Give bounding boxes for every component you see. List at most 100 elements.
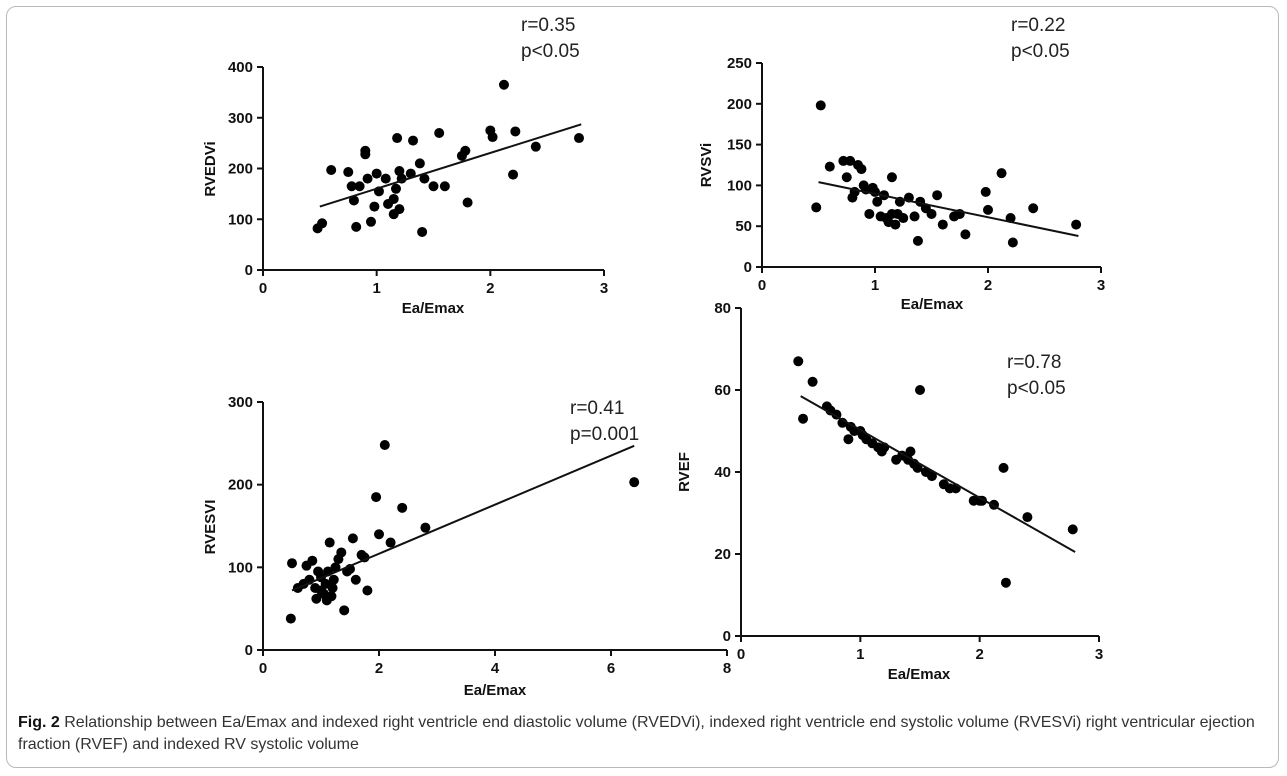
data-point bbox=[307, 555, 318, 566]
data-point bbox=[487, 132, 498, 143]
data-point bbox=[530, 141, 541, 152]
data-point bbox=[330, 562, 341, 573]
data-point bbox=[339, 605, 350, 616]
data-point bbox=[434, 127, 445, 138]
data-point bbox=[394, 204, 405, 215]
data-points bbox=[312, 79, 584, 237]
data-point bbox=[369, 201, 380, 212]
data-point bbox=[360, 145, 371, 156]
data-point bbox=[1067, 524, 1078, 535]
y-tick-label: 100 bbox=[228, 211, 253, 228]
x-tick-label: 1 bbox=[871, 277, 879, 294]
data-points bbox=[793, 356, 1078, 588]
y-axis-label: RVESVI bbox=[202, 500, 219, 555]
data-point bbox=[405, 168, 416, 179]
data-point bbox=[1007, 237, 1018, 248]
x-tick-label: 0 bbox=[259, 660, 267, 677]
y-tick-label: 300 bbox=[228, 394, 253, 411]
x-tick-label: 3 bbox=[600, 280, 608, 297]
figure-caption: Fig. 2 Relationship between Ea/Emax and … bbox=[18, 712, 1268, 756]
y-tick-label: 100 bbox=[727, 177, 752, 194]
data-point bbox=[439, 181, 450, 192]
figure-frame: r=0.35 p<0.05 Ea/Emax RVEDVi 0 1 2 3 0 100 200… bbox=[6, 6, 1279, 768]
data-point bbox=[392, 133, 403, 144]
y-tick-label: 300 bbox=[228, 110, 253, 127]
y-tick-label: 250 bbox=[727, 55, 752, 72]
y-tick-label: 150 bbox=[727, 137, 752, 154]
y-tick-label: 400 bbox=[228, 59, 253, 76]
data-point bbox=[311, 593, 322, 604]
y-tick-label: 0 bbox=[723, 628, 731, 645]
data-point bbox=[905, 446, 916, 457]
y-axis-label: RVEF bbox=[676, 452, 693, 492]
data-point bbox=[912, 462, 923, 473]
stat-p: p=0.001 bbox=[570, 424, 639, 445]
data-point bbox=[909, 211, 920, 222]
y-tick-label: 100 bbox=[228, 559, 253, 576]
data-point bbox=[390, 183, 401, 194]
data-point bbox=[287, 558, 297, 569]
regression-line bbox=[319, 123, 582, 208]
data-point bbox=[362, 173, 373, 184]
y-tick-label: 200 bbox=[228, 477, 253, 494]
data-point bbox=[983, 204, 993, 215]
axes: 0 1 2 3 0 20 40 60 80 bbox=[714, 300, 1103, 663]
data-point bbox=[324, 537, 335, 548]
x-tick-label: 2 bbox=[975, 646, 983, 663]
data-point bbox=[354, 181, 365, 192]
data-point bbox=[385, 537, 396, 548]
data-point bbox=[460, 145, 471, 156]
data-point bbox=[374, 529, 384, 540]
data-point bbox=[327, 583, 338, 593]
data-point bbox=[960, 229, 971, 240]
data-point bbox=[285, 613, 296, 624]
data-point bbox=[371, 168, 382, 179]
y-tick-label: 40 bbox=[714, 464, 731, 481]
data-point bbox=[573, 133, 584, 144]
data-point bbox=[394, 166, 405, 177]
data-point bbox=[351, 221, 362, 232]
x-tick-label: 4 bbox=[491, 660, 500, 677]
data-points bbox=[285, 439, 640, 624]
data-point bbox=[912, 235, 923, 246]
axes: 0 1 2 3 0 50 100 150 200 250 bbox=[727, 55, 1105, 294]
panel-rvsvi: r=0.22 p<0.05 Ea/Emax RVSVi 0 1 2 3 0 50 100 15… bbox=[698, 15, 1105, 313]
data-point bbox=[420, 522, 431, 533]
data-point bbox=[629, 477, 640, 488]
data-points bbox=[811, 100, 1082, 248]
data-point bbox=[380, 173, 391, 184]
data-point bbox=[379, 439, 390, 450]
x-tick-label: 3 bbox=[1097, 277, 1105, 294]
data-point bbox=[864, 208, 875, 219]
data-point bbox=[1000, 577, 1011, 588]
regression-line bbox=[291, 444, 635, 592]
data-point bbox=[326, 165, 337, 176]
x-axis-label: Ea/Emax bbox=[888, 666, 951, 683]
data-point bbox=[915, 385, 925, 395]
stat-p: p<0.05 bbox=[1011, 41, 1070, 62]
y-tick-label: 200 bbox=[228, 161, 253, 178]
panel-rvesvi: r=0.41 p=0.001 Ea/Emax RVESVI 0 2 4 6 8 0 100 2… bbox=[202, 394, 731, 699]
y-tick-label: 0 bbox=[245, 642, 253, 659]
data-point bbox=[841, 172, 852, 183]
y-tick-label: 50 bbox=[735, 218, 752, 235]
data-point bbox=[890, 219, 901, 230]
stat-p: p<0.05 bbox=[521, 41, 580, 62]
stat-r: r=0.41 bbox=[570, 398, 624, 419]
regression-line bbox=[818, 181, 1079, 237]
data-point bbox=[998, 462, 1009, 473]
data-point bbox=[937, 219, 948, 230]
data-point bbox=[980, 186, 991, 197]
x-tick-label: 2 bbox=[375, 660, 383, 677]
data-point bbox=[348, 195, 359, 206]
y-tick-label: 200 bbox=[727, 96, 752, 113]
data-point bbox=[926, 471, 937, 482]
x-axis-label: Ea/Emax bbox=[402, 300, 465, 317]
regression-line bbox=[800, 395, 1076, 553]
data-point bbox=[336, 547, 347, 558]
data-point bbox=[343, 167, 354, 178]
data-point bbox=[510, 126, 521, 137]
x-tick-label: 8 bbox=[723, 660, 731, 677]
y-tick-label: 20 bbox=[714, 546, 731, 563]
